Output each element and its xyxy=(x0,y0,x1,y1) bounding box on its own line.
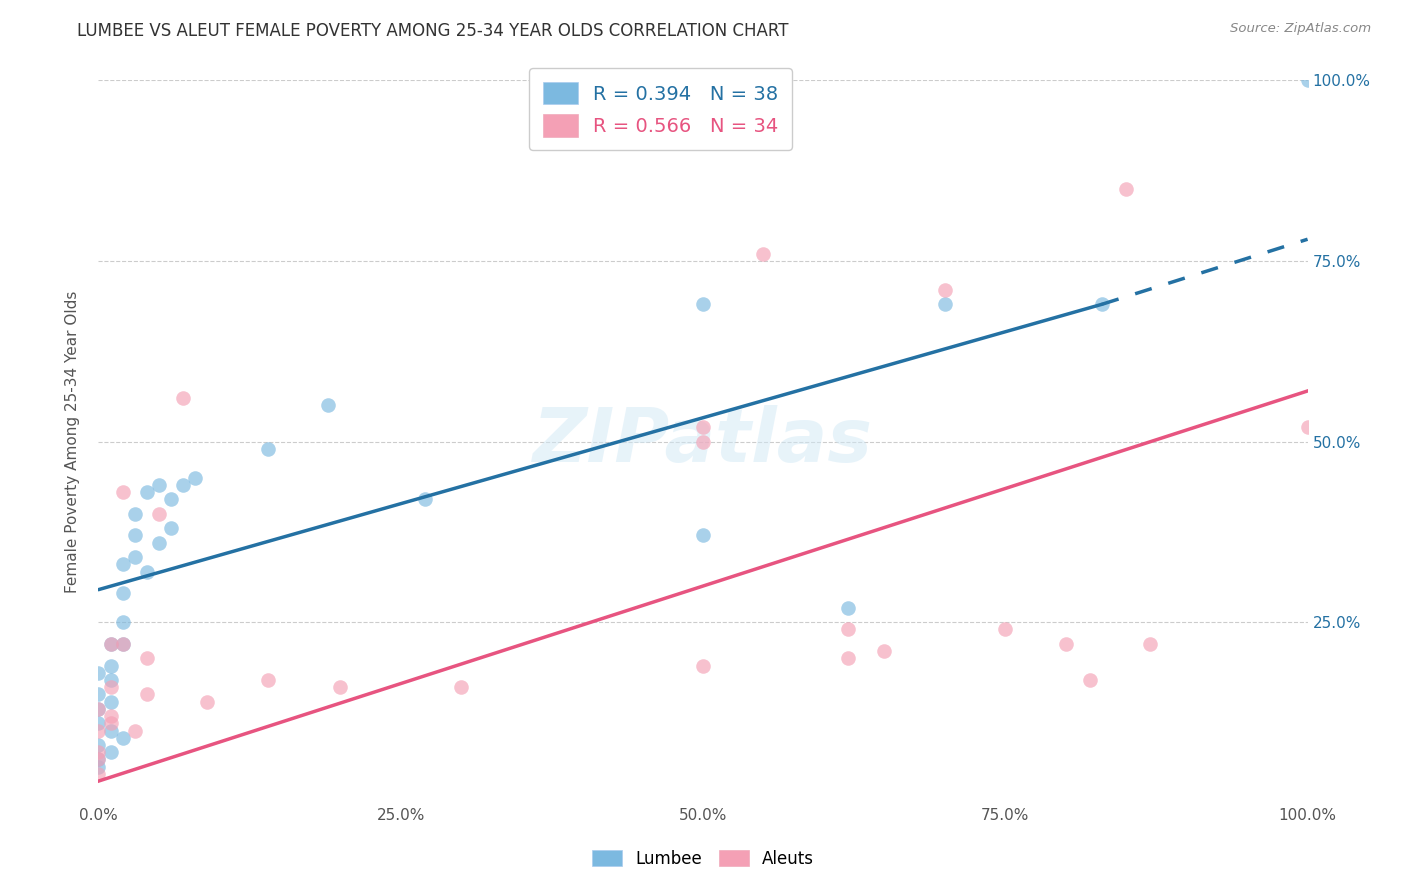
Point xyxy=(87,665,110,680)
Point xyxy=(100,723,122,738)
Point xyxy=(1078,673,1101,687)
Point xyxy=(124,507,146,521)
Point xyxy=(87,752,110,766)
Point xyxy=(87,702,110,716)
Point xyxy=(692,434,714,449)
Point xyxy=(124,550,146,565)
Point xyxy=(934,283,956,297)
Point xyxy=(87,738,110,752)
Legend: Lumbee, Aleuts: Lumbee, Aleuts xyxy=(585,844,821,875)
Point xyxy=(692,420,714,434)
Point xyxy=(87,760,110,774)
Point xyxy=(100,658,122,673)
Point xyxy=(752,246,775,260)
Point xyxy=(87,752,110,766)
Point xyxy=(87,767,110,781)
Point xyxy=(413,492,436,507)
Point xyxy=(450,680,472,694)
Point xyxy=(111,637,134,651)
Point xyxy=(100,716,122,731)
Point xyxy=(100,637,122,651)
Point xyxy=(256,442,278,456)
Text: Source: ZipAtlas.com: Source: ZipAtlas.com xyxy=(1230,22,1371,36)
Point xyxy=(111,615,134,630)
Point xyxy=(124,723,146,738)
Point xyxy=(873,644,896,658)
Point xyxy=(148,507,170,521)
Point xyxy=(1054,637,1077,651)
Point xyxy=(100,709,122,723)
Point xyxy=(329,680,352,694)
Point xyxy=(837,623,859,637)
Point xyxy=(1139,637,1161,651)
Point xyxy=(135,565,157,579)
Point xyxy=(100,745,122,759)
Point xyxy=(111,731,134,745)
Point xyxy=(124,528,146,542)
Point xyxy=(172,391,194,405)
Point xyxy=(692,297,714,311)
Point xyxy=(994,623,1017,637)
Point xyxy=(1091,297,1114,311)
Point xyxy=(111,485,134,500)
Point xyxy=(87,716,110,731)
Point xyxy=(87,702,110,716)
Text: ZIPatlas: ZIPatlas xyxy=(533,405,873,478)
Point xyxy=(160,521,183,535)
Point xyxy=(160,492,183,507)
Point xyxy=(184,470,207,484)
Point xyxy=(316,398,339,412)
Point xyxy=(135,485,157,500)
Point xyxy=(1115,182,1137,196)
Point xyxy=(1296,420,1319,434)
Point xyxy=(195,695,218,709)
Point xyxy=(111,586,134,600)
Point xyxy=(692,658,714,673)
Point xyxy=(100,695,122,709)
Point xyxy=(87,745,110,759)
Point xyxy=(111,558,134,572)
Point xyxy=(135,687,157,701)
Point xyxy=(100,637,122,651)
Point xyxy=(111,637,134,651)
Point xyxy=(172,478,194,492)
Point xyxy=(87,723,110,738)
Point xyxy=(692,528,714,542)
Point xyxy=(256,673,278,687)
Point xyxy=(87,687,110,701)
Point xyxy=(837,600,859,615)
Point xyxy=(934,297,956,311)
Point xyxy=(1296,73,1319,87)
Text: LUMBEE VS ALEUT FEMALE POVERTY AMONG 25-34 YEAR OLDS CORRELATION CHART: LUMBEE VS ALEUT FEMALE POVERTY AMONG 25-… xyxy=(77,22,789,40)
Point xyxy=(148,478,170,492)
Point xyxy=(148,535,170,549)
Point xyxy=(135,651,157,665)
Y-axis label: Female Poverty Among 25-34 Year Olds: Female Poverty Among 25-34 Year Olds xyxy=(65,291,80,592)
Point xyxy=(100,673,122,687)
Legend: R = 0.394   N = 38, R = 0.566   N = 34: R = 0.394 N = 38, R = 0.566 N = 34 xyxy=(529,69,792,150)
Point xyxy=(837,651,859,665)
Point xyxy=(100,680,122,694)
